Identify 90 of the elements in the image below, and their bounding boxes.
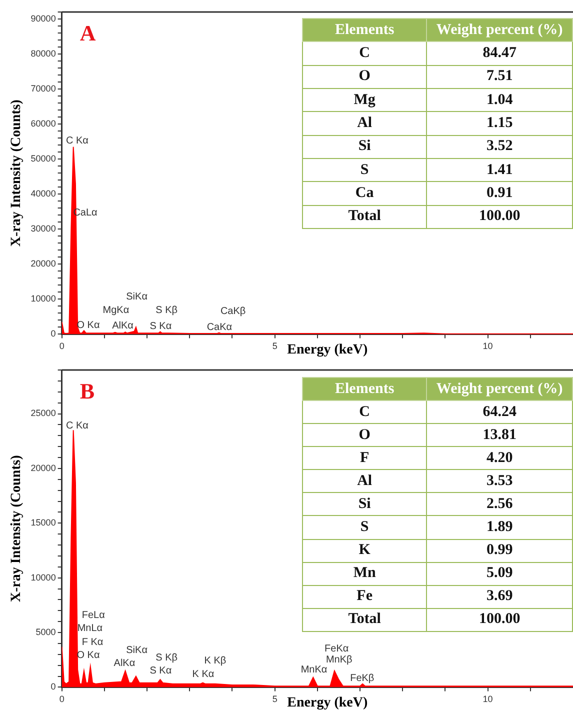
y-tick-label: 70000 [30, 84, 56, 94]
y-tick-label: 5000 [36, 626, 56, 637]
chart-title: A [80, 20, 96, 46]
y-tick-label: 20000 [30, 462, 56, 473]
annotation: MnLα [77, 622, 103, 634]
data-label: 1.41 [426, 158, 572, 182]
data-label: 2.56 [426, 492, 572, 516]
category-label: Total [302, 205, 427, 228]
category-label: C [302, 42, 427, 66]
data-label: 0.91 [426, 182, 572, 206]
y-tick-label: 25000 [30, 408, 56, 418]
y-tick-label: 40000 [30, 188, 56, 199]
x-axis-title: Energy (keV) [287, 696, 368, 711]
annotation: K Kβ [204, 656, 226, 667]
x-tick-label: 10 [482, 341, 493, 352]
category-label: Si [302, 135, 427, 158]
y-tick-label: 10000 [30, 572, 56, 582]
annotation: S Kα [150, 666, 172, 677]
y-tick-label: 50000 [30, 154, 56, 164]
y-tick-label: 60000 [30, 118, 56, 129]
category-label: S [302, 158, 427, 182]
category-label: Total [302, 608, 427, 632]
x-tick-label: 10 [482, 694, 493, 704]
x-tick-label: 0 [59, 341, 64, 352]
category-label: Al [302, 470, 427, 493]
annotation: C Kα [66, 420, 89, 432]
annotation: F Kα [82, 637, 104, 648]
category-label: K [302, 539, 427, 562]
data-label: 7.51 [426, 65, 572, 88]
x-axis-title: Energy (keV) [287, 342, 368, 358]
category-label: S [302, 516, 427, 540]
data-label: 1.89 [426, 516, 572, 540]
annotation: FeLα [82, 610, 106, 621]
annotation: C Kα [66, 136, 89, 147]
annotation: CaKα [206, 322, 232, 333]
category-label: Mn [302, 562, 427, 586]
data-label: 64.24 [426, 400, 572, 424]
data-label: 5.09 [426, 562, 572, 586]
chart-title: B [80, 378, 95, 404]
annotation: K Kα [192, 668, 214, 680]
category-label: Al [302, 112, 427, 136]
data-label: 1.15 [426, 112, 572, 136]
text: Weight percent (%) [426, 378, 572, 401]
text: Weight percent (%) [426, 18, 572, 42]
y-tick-label: 10000 [30, 294, 56, 304]
annotation: S Kβ [156, 305, 178, 316]
data-label: 100.00 [426, 608, 572, 632]
data-label: 3.52 [426, 135, 572, 158]
annotation: S Kα [150, 321, 172, 332]
text: Elements [302, 378, 427, 401]
y-tick-label: 90000 [30, 13, 56, 24]
category-label: O [302, 424, 427, 447]
category-label: Fe [302, 585, 427, 608]
category-label: Ca [302, 182, 427, 206]
category-label: F [302, 446, 427, 470]
y-tick-label: 0 [50, 682, 56, 692]
text: Elements [302, 18, 427, 42]
annotation: SiKα [126, 644, 148, 656]
y-axis-title: X-ray Intensity (Counts) [9, 454, 24, 602]
y-tick-label: 20000 [30, 258, 56, 269]
x-tick-label: 5 [272, 341, 278, 352]
annotation: CaKβ [220, 306, 246, 318]
annotation: FeKβ [350, 673, 374, 684]
y-tick-label: 30000 [30, 224, 56, 234]
category-label: Si [302, 492, 427, 516]
data-label: 84.47 [426, 42, 572, 66]
data-label: 13.81 [426, 424, 572, 447]
data-label: 4.20 [426, 446, 572, 470]
data-label: 1.04 [426, 88, 572, 112]
data-label: 3.69 [426, 585, 572, 608]
annotation: S Kβ [156, 652, 178, 664]
category-label: Mg [302, 88, 427, 112]
y-tick-label: 80000 [30, 48, 56, 59]
annotation: MgKα [102, 305, 130, 316]
y-tick-label: 15000 [30, 518, 56, 528]
annotation: MnKβ [326, 654, 353, 666]
x-tick-label: 5 [272, 694, 278, 704]
x-tick-label: 0 [59, 694, 64, 704]
annotation: FeKα [324, 644, 349, 655]
data-label: 3.53 [426, 470, 572, 493]
annotation: MnKα [300, 664, 328, 676]
data-label: 100.00 [426, 205, 572, 228]
category-label: C [302, 400, 427, 424]
annotation: AlKα [112, 320, 134, 332]
annotation: SiKα [126, 291, 148, 302]
data-label: 0.99 [426, 539, 572, 562]
annotation: AlKα [114, 658, 136, 669]
y-tick-label: 0 [50, 328, 56, 339]
category-label: O [302, 65, 427, 88]
y-axis-title: X-ray Intensity (Counts) [9, 99, 24, 247]
